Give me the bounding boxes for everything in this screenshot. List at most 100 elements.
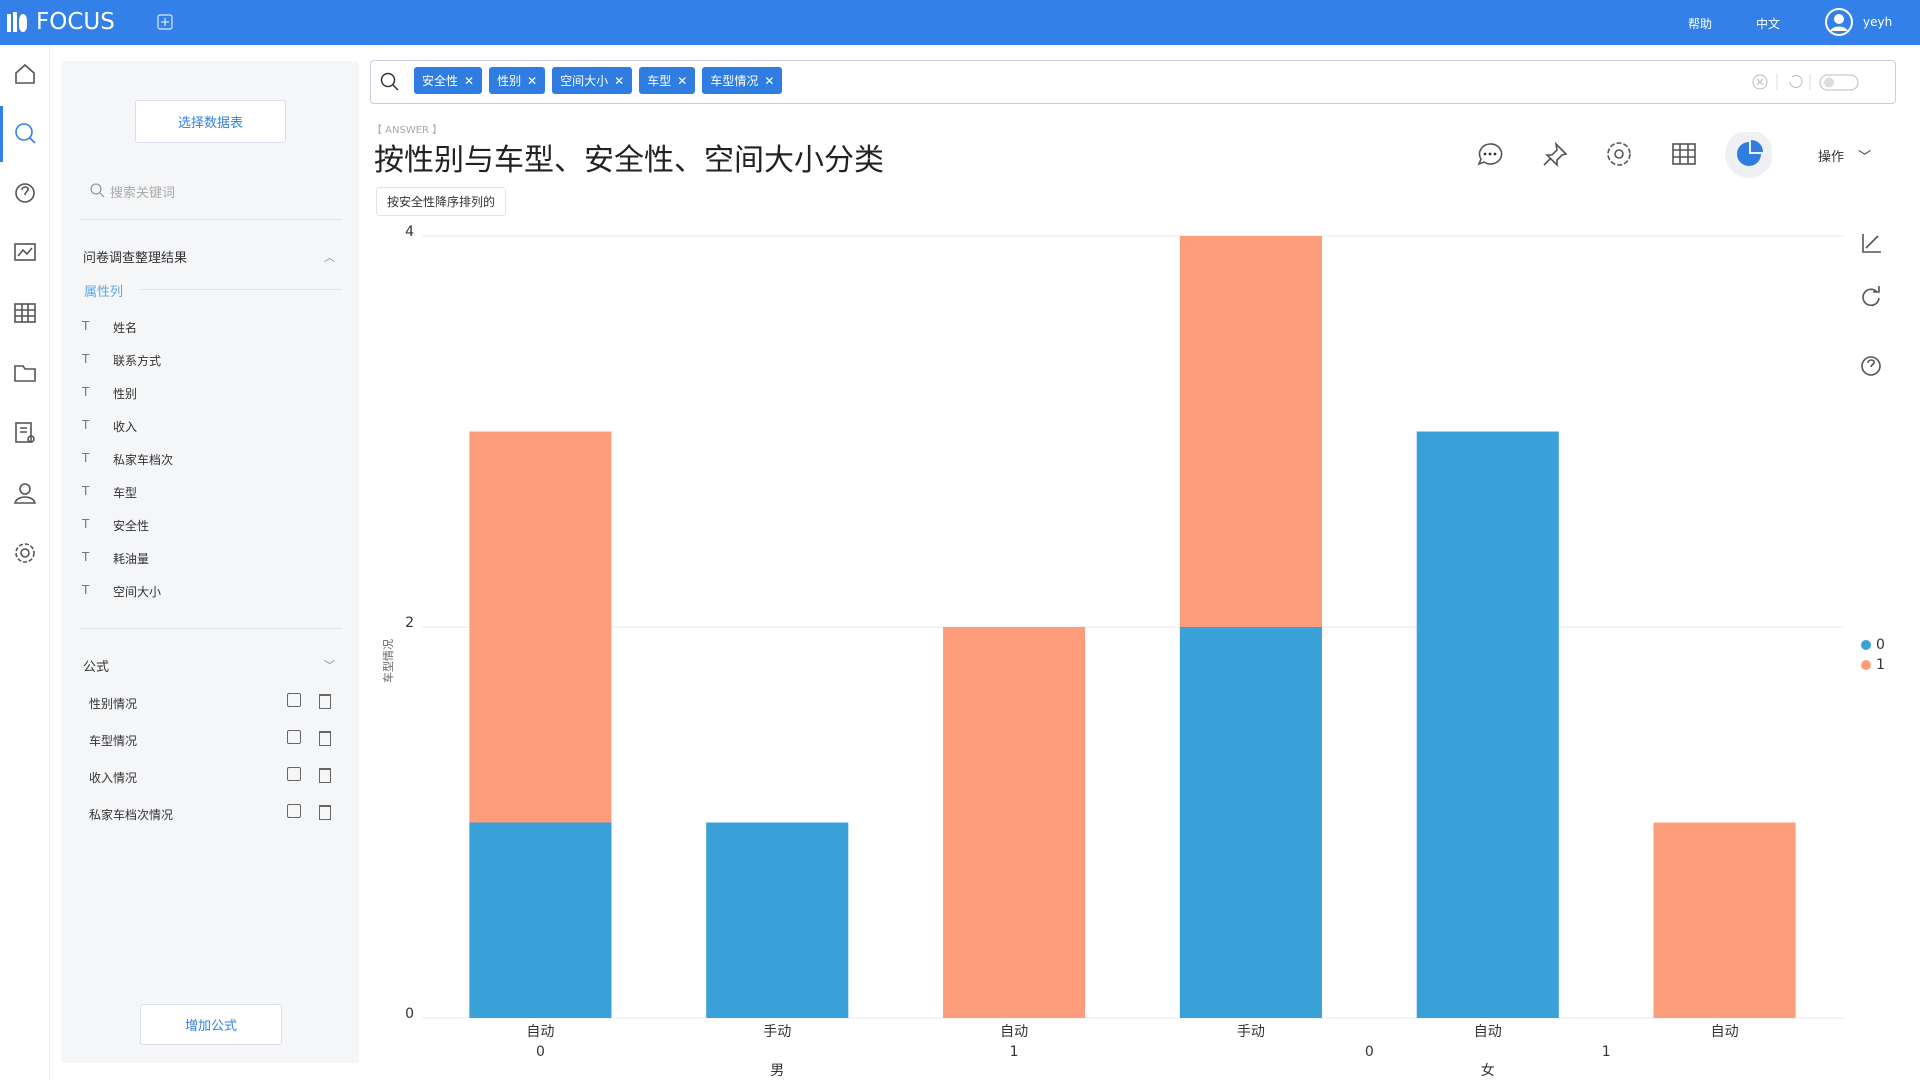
edit-icon[interactable] — [287, 767, 301, 781]
token-remove[interactable]: ✕ — [764, 73, 775, 88]
answer-tag: 【 ANSWER 】 — [372, 125, 443, 136]
column-type-icon: T — [82, 583, 90, 597]
chart: 车型情况 0 2 4 自动 手动 自动 手动 自动 自动 0 1 0 1 男 女 0 1 — [381, 224, 1885, 1079]
y-axis-title: 车型情况 — [381, 639, 395, 683]
token-remove[interactable]: ✕ — [464, 73, 475, 88]
x-group-label: 女 — [1481, 1062, 1495, 1079]
x-tick-label: 自动 — [1474, 1024, 1502, 1040]
token-label[interactable]: 车型情况 — [710, 74, 759, 88]
new-tab[interactable] — [157, 14, 173, 30]
column-item[interactable]: 耗油量 — [113, 552, 150, 566]
search-token[interactable]: 安全性 ✕ — [414, 67, 483, 94]
column-item[interactable]: 空间大小 — [113, 585, 162, 599]
x-tick-label: 手动 — [763, 1024, 791, 1040]
legend-swatch — [1861, 640, 1871, 650]
actions-menu[interactable]: 操作 ﹀ — [1818, 150, 1872, 165]
column-item[interactable]: 车型 — [113, 486, 138, 500]
formula-item[interactable]: 性别情况 — [89, 697, 138, 711]
x-tick-label: 自动 — [1000, 1024, 1028, 1040]
bar-segment — [1653, 822, 1796, 1018]
logo-icon — [7, 12, 27, 32]
column-item[interactable]: 收入 — [113, 420, 138, 434]
search-token[interactable]: 车型 ✕ — [639, 67, 696, 94]
user-name[interactable]: yeyh — [1863, 15, 1893, 29]
add-formula-button[interactable]: 增加公式 — [140, 1004, 282, 1045]
search-token[interactable]: 性别 ✕ — [489, 67, 546, 94]
column-item[interactable]: 安全性 — [113, 519, 150, 533]
button-label[interactable]: 选择数据表 — [177, 116, 243, 131]
delete-icon[interactable] — [319, 768, 331, 783]
attribute-tab[interactable]: 属性列 — [84, 285, 124, 300]
divider — [140, 289, 342, 290]
bar-segment — [943, 627, 1086, 1018]
column-item[interactable]: 性别 — [113, 387, 138, 401]
search-token[interactable]: 车型情况 ✕ — [702, 67, 783, 94]
column-item[interactable]: 联系方式 — [113, 354, 162, 368]
edit-icon[interactable] — [287, 693, 301, 707]
formula-item[interactable]: 私家车档次情况 — [89, 808, 174, 822]
x-group-label: 1 — [1602, 1044, 1611, 1060]
column-type-icon: T — [82, 517, 90, 531]
search-icon — [90, 183, 105, 198]
help-link[interactable]: 帮助 — [1688, 17, 1713, 31]
column-type-icon: T — [82, 352, 90, 366]
formula-item[interactable]: 收入情况 — [89, 771, 138, 785]
logo: FOCUS — [36, 9, 115, 35]
column-item[interactable]: 私家车档次 — [113, 453, 174, 467]
x-group-label: 男 — [770, 1063, 784, 1079]
x-tick-label: 自动 — [1711, 1024, 1739, 1040]
bar-segment — [1179, 627, 1322, 1018]
keyword-search[interactable]: 搜索关键词 — [110, 186, 176, 201]
y-tick-label: 0 — [405, 1006, 414, 1022]
divider — [80, 219, 342, 220]
button-label[interactable]: 增加公式 — [184, 1019, 237, 1034]
bar-segment — [1416, 431, 1559, 1018]
y-tick-label: 2 — [405, 615, 414, 631]
bar-segment — [469, 431, 612, 823]
column-type-icon: T — [82, 385, 90, 399]
legend-swatch — [1861, 660, 1871, 670]
select-table-button[interactable]: 选择数据表 — [135, 100, 286, 143]
sort-chip[interactable]: 按安全性降序排列的 — [376, 187, 507, 216]
actions-label[interactable]: 操作 — [1818, 150, 1845, 165]
nav-active — [0, 106, 3, 162]
data-panel — [61, 61, 359, 1063]
answer-title: 按性别与车型、安全性、空间大小分类 — [374, 143, 884, 178]
formula-title[interactable]: 公式 — [83, 660, 110, 675]
delete-icon[interactable] — [319, 805, 331, 820]
sort-note[interactable]: 按安全性降序排列的 — [387, 195, 496, 209]
legend-label: 0 — [1876, 637, 1885, 653]
edit-icon[interactable] — [287, 804, 301, 818]
edit-icon[interactable] — [287, 730, 301, 744]
search-tools[interactable] — [1750, 72, 1880, 92]
bar-segment — [469, 822, 612, 1018]
collapse-toggle[interactable]: ︿ — [324, 251, 335, 264]
delete-icon[interactable] — [319, 731, 331, 746]
formula-item[interactable]: 车型情况 — [89, 734, 138, 748]
dataset-name[interactable]: 问卷调查整理结果 — [83, 251, 188, 266]
token-label[interactable]: 车型 — [647, 74, 672, 88]
expand-toggle[interactable]: ﹀ — [324, 659, 335, 672]
top-bar — [0, 0, 1920, 45]
column-type-icon: T — [82, 451, 90, 465]
delete-icon[interactable] — [319, 694, 331, 709]
search-tokens: 安全性 ✕ 性别 ✕ 空间大小 ✕ 车型 ✕ 车型情况 ✕ — [414, 67, 783, 94]
token-label[interactable]: 空间大小 — [560, 74, 609, 88]
x-group-label: 0 — [536, 1044, 545, 1060]
column-item[interactable]: 姓名 — [113, 321, 138, 335]
chart-side-tools[interactable] — [1860, 232, 1884, 382]
search-bar[interactable] — [370, 60, 1896, 104]
language-link[interactable]: 中文 — [1756, 17, 1781, 31]
nav-icons[interactable] — [12, 60, 38, 580]
avatar[interactable] — [1824, 7, 1854, 37]
search-icon — [380, 72, 399, 91]
token-remove[interactable]: ✕ — [677, 73, 688, 88]
token-label[interactable]: 性别 — [497, 74, 522, 88]
bar-segment — [1179, 236, 1322, 627]
token-label[interactable]: 安全性 — [422, 74, 459, 88]
search-token[interactable]: 空间大小 ✕ — [552, 67, 633, 94]
token-remove[interactable]: ✕ — [527, 73, 538, 88]
chart-toolbar[interactable] — [1472, 132, 1772, 178]
token-remove[interactable]: ✕ — [614, 73, 625, 88]
